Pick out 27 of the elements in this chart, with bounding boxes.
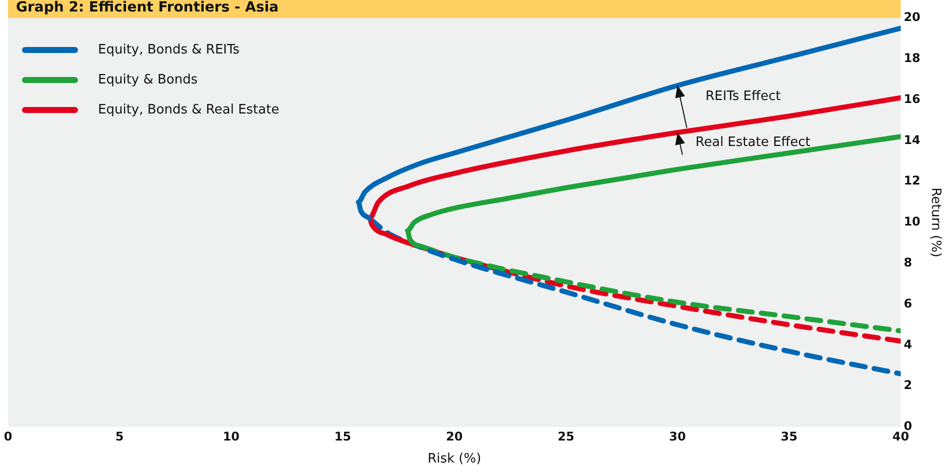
y-tick-label: 4: [904, 337, 912, 352]
y-tick-label: 2: [904, 378, 912, 392]
x-tick-label: 0: [4, 429, 12, 444]
x-tick-label: 35: [780, 429, 798, 444]
y-tick-label: 14: [904, 132, 920, 147]
annotation: Real Estate Effect: [696, 134, 810, 150]
annotation: REITs Effect: [706, 88, 781, 104]
legend-label: Equity & Bonds: [98, 72, 198, 88]
x-tick-label: 5: [115, 429, 124, 444]
legend-label: Equity, Bonds & REITs: [98, 42, 240, 58]
x-tick-label: 15: [334, 429, 352, 444]
y-tick-label: 18: [904, 51, 920, 66]
y-tick-label: 20: [904, 10, 920, 24]
y-tick-label: 12: [904, 174, 920, 188]
legend-label: Equity, Bonds & Real Estate: [98, 102, 280, 118]
y-axis-title: Return (%): [928, 188, 943, 258]
x-tick-label: 25: [558, 429, 574, 444]
y-tick-label: 8: [904, 256, 912, 270]
y-tick-label: 10: [904, 214, 920, 229]
y-tick-label: 16: [904, 92, 920, 106]
x-tick-label: 10: [222, 429, 240, 444]
x-tick-label: 40: [892, 429, 910, 444]
chart-title: Graph 2: Efficient Frontiers - Asia: [16, 0, 279, 16]
x-axis-title: Risk (%): [428, 452, 482, 467]
x-tick-label: 20: [446, 429, 463, 444]
x-tick-label: 30: [669, 429, 686, 444]
y-tick-label: 6: [904, 296, 912, 310]
